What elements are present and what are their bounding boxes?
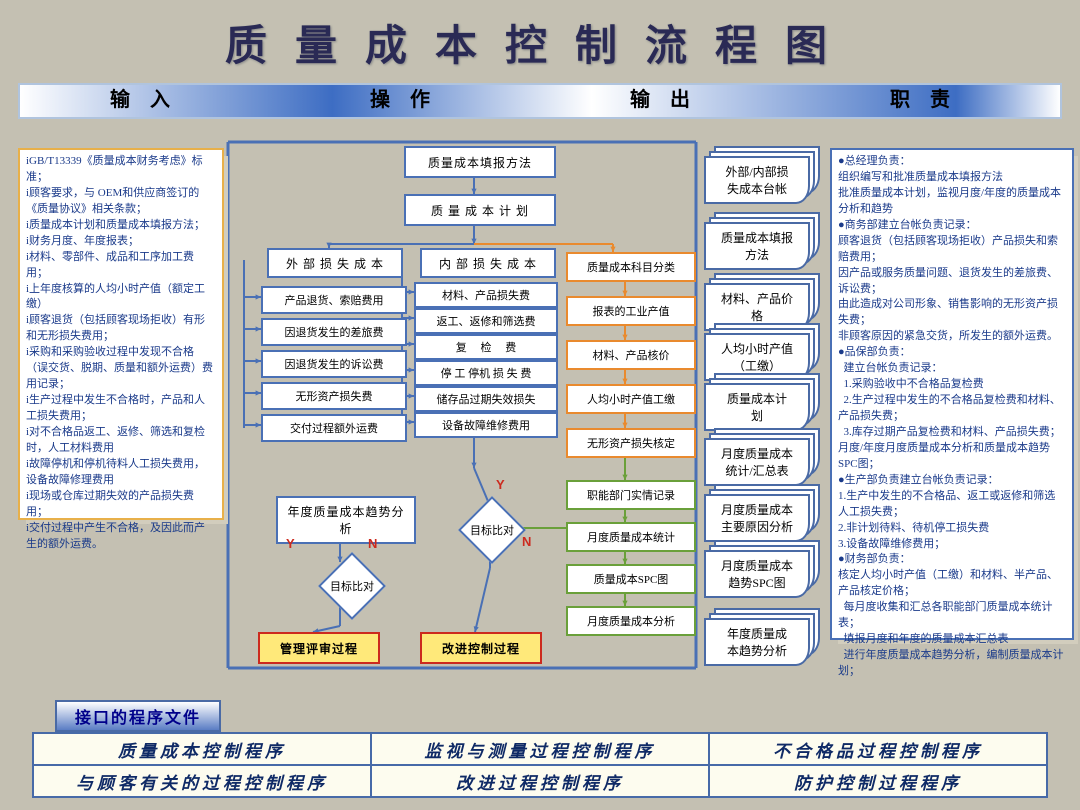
column-header-band: 输入 操作 输出 职责 bbox=[18, 83, 1062, 119]
col-operation: 操作 bbox=[280, 85, 540, 117]
yn-label: Y bbox=[496, 477, 505, 492]
output-doc: 月度质量成本 主要原因分析 bbox=[704, 494, 806, 538]
flowchart-box: 内 部 损 失 成 本 bbox=[420, 248, 556, 278]
annual-trend-box: 年度质量成本趋势分 析 bbox=[276, 496, 416, 544]
flowchart-box: 材料、产品损失费 bbox=[414, 282, 558, 308]
flowchart-box: 月度质量成本分析 bbox=[566, 606, 696, 636]
flowchart-box: 质量成本填报方法 bbox=[404, 146, 556, 178]
output-doc: 人均小时产值 （工缴） bbox=[704, 333, 806, 377]
input-panel: iGB/T13339《质量成本财务考虑》标准； i顾客要求，与 OEM和供应商签… bbox=[18, 148, 224, 520]
flowchart-box: 交付过程额外运费 bbox=[261, 414, 407, 442]
proc-cell: 改进过程控制程序 bbox=[371, 765, 709, 797]
flowchart-box: 质量成本SPC图 bbox=[566, 564, 696, 594]
output-doc: 年度质量成 本趋势分析 bbox=[704, 618, 806, 662]
proc-cell: 防护控制过程程序 bbox=[709, 765, 1047, 797]
proc-cell: 与顾客有关的过程控制程序 bbox=[33, 765, 371, 797]
output-doc: 月度质量成本 趋势SPC图 bbox=[704, 550, 806, 594]
flowchart-box: 管理评审过程 bbox=[258, 632, 380, 664]
col-responsibility: 职责 bbox=[800, 85, 1060, 117]
flowchart-box: 返工、返修和筛选费 bbox=[414, 308, 558, 334]
output-doc: 材料、产品价 格 bbox=[704, 283, 806, 327]
flowchart-box: 复 检 费 bbox=[414, 334, 558, 360]
flowchart-box: 职能部门实情记录 bbox=[566, 480, 696, 510]
flowchart-box: 停 工 停机 损 失 费 bbox=[414, 360, 558, 386]
flowchart-box: 报表的工业产值 bbox=[566, 296, 696, 326]
page-title: 质量成本控制流程图 bbox=[0, 0, 1080, 83]
flowchart-box: 质量成本科目分类 bbox=[566, 252, 696, 282]
flowchart-box: 改进控制过程 bbox=[420, 632, 542, 664]
flowchart-box: 月度质量成本统计 bbox=[566, 522, 696, 552]
output-doc: 质量成本填报 方法 bbox=[704, 222, 806, 266]
flowchart-box: 产品退货、索赔费用 bbox=[261, 286, 407, 314]
procedure-table: 质量成本控制程序 监视与测量过程控制程序 不合格品过程控制程序 与顾客有关的过程… bbox=[32, 732, 1048, 798]
footer-label: 接口的程序文件 bbox=[55, 700, 221, 732]
flowchart-box: 储存品过期失效损失 bbox=[414, 386, 558, 412]
proc-cell: 不合格品过程控制程序 bbox=[709, 733, 1047, 765]
flowchart-box: 材料、产品核价 bbox=[566, 340, 696, 370]
output-doc: 质量成本计 划 bbox=[704, 383, 806, 427]
flowchart-box: 因退货发生的差旅费 bbox=[261, 318, 407, 346]
proc-cell: 监视与测量过程控制程序 bbox=[371, 733, 709, 765]
output-doc: 外部/内部损 失成本台帐 bbox=[704, 156, 806, 200]
flowchart-box: 人均小时产值工缴 bbox=[566, 384, 696, 414]
flowchart-box: 无形资产损失核定 bbox=[566, 428, 696, 458]
decision-diamond: 目标比对 bbox=[458, 496, 526, 564]
flowchart-box: 无形资产损失费 bbox=[261, 382, 407, 410]
yn-label: N bbox=[368, 536, 377, 551]
responsibility-panel: ●总经理负责： 组织编写和批准质量成本填报方法 批准质量成本计划，监视月度/年度… bbox=[830, 148, 1074, 640]
yn-label: Y bbox=[286, 536, 295, 551]
decision-diamond: 目标比对 bbox=[318, 552, 386, 620]
flowchart-canvas: iGB/T13339《质量成本财务考虑》标准； i顾客要求，与 OEM和供应商签… bbox=[18, 128, 1062, 708]
output-doc: 月度质量成本 统计/汇总表 bbox=[704, 438, 806, 482]
flowchart-box: 质 量 成 本 计 划 bbox=[404, 194, 556, 226]
col-input: 输入 bbox=[20, 85, 280, 117]
flowchart-box: 设备故障维修费用 bbox=[414, 412, 558, 438]
proc-cell: 质量成本控制程序 bbox=[33, 733, 371, 765]
col-output: 输出 bbox=[540, 85, 800, 117]
flowchart-box: 因退货发生的诉讼费 bbox=[261, 350, 407, 378]
flowchart-box: 外 部 损 失 成 本 bbox=[267, 248, 403, 278]
yn-label: N bbox=[522, 534, 531, 549]
